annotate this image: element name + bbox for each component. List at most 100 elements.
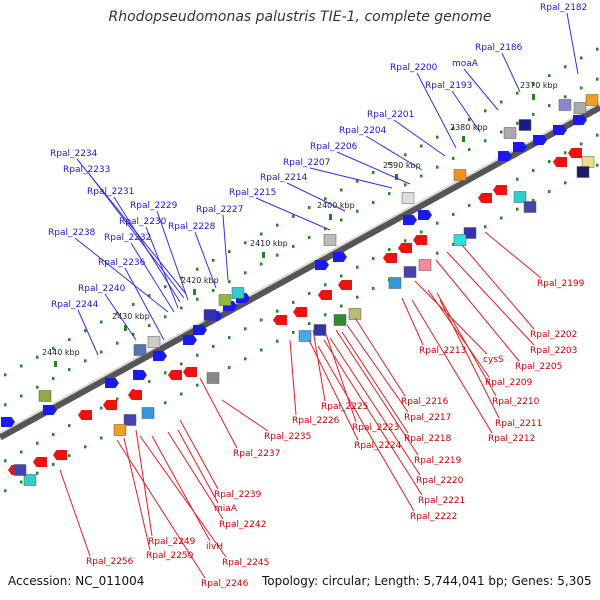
forward-gene-arrow [1, 417, 15, 427]
reverse-leader [179, 419, 219, 490]
track-dot [260, 348, 263, 352]
reverse-gene-label: Rpal_2235 [264, 432, 311, 442]
track-dot [436, 221, 439, 225]
gene-block [523, 201, 537, 213]
forward-gene-arrow [333, 252, 347, 262]
track-dot [116, 397, 119, 401]
reverse-gene-label: Rpal_2242 [219, 520, 266, 530]
reverse-leader [139, 435, 227, 558]
track-dot [148, 380, 151, 384]
gene-block [333, 314, 347, 326]
track-dot [20, 480, 23, 484]
reverse-gene-label: Rpal_2202 [530, 330, 577, 340]
track-dot [132, 302, 135, 306]
track-dot [564, 65, 567, 69]
forward-leader [104, 293, 137, 341]
track-dot [260, 232, 263, 236]
track-dot [276, 223, 279, 227]
forward-leader [74, 237, 169, 313]
reverse-gene-label: Rpal_2256 [86, 557, 134, 567]
forward-gene-label: Rpal_2231 [87, 187, 134, 197]
track-dot [116, 341, 119, 345]
reverse-gene-label: Rpal_2245 [222, 558, 269, 568]
gene-block [576, 166, 590, 178]
track-dot [100, 320, 103, 324]
forward-leader [89, 174, 185, 299]
track-dot [388, 248, 391, 252]
forward-gene-arrow [133, 370, 147, 380]
track-dot [324, 197, 327, 201]
kbp-tick-mark [124, 325, 127, 331]
track-dot [532, 198, 535, 202]
track-dot [308, 322, 311, 326]
gene-block [573, 102, 587, 114]
track-dot [164, 401, 167, 405]
gene-block [585, 94, 599, 106]
track-dot [564, 95, 567, 99]
gene-block [401, 192, 415, 204]
track-dot [212, 344, 215, 348]
forward-leader [194, 231, 217, 289]
track-dot [292, 244, 295, 248]
reverse-gene-arrow [128, 390, 142, 400]
gene-block [123, 414, 137, 426]
track-dot [244, 241, 247, 245]
track-dot [596, 163, 599, 167]
track-dot [308, 206, 311, 210]
reverse-gene-label: Rpal_2212 [488, 434, 535, 444]
track-dot [596, 77, 599, 81]
reverse-gene-label: Rpal_2217 [404, 413, 451, 423]
reverse-leader [317, 345, 415, 512]
reverse-gene-label: Rpal_2199 [537, 279, 585, 289]
track-dot [420, 174, 423, 178]
reverse-gene-arrow [338, 280, 352, 290]
reverse-gene-label: Rpal_2216 [401, 397, 449, 407]
track-dot [292, 300, 295, 304]
forward-gene-arrow [533, 135, 547, 145]
track-dot [244, 271, 247, 275]
forward-gene-label: Rpal_2215 [229, 188, 276, 198]
forward-leader [130, 242, 175, 313]
reverse-leader [151, 435, 211, 542]
gene-block [23, 474, 37, 486]
track-dot [276, 339, 279, 343]
reverse-gene-label: Rpal_2221 [418, 496, 465, 506]
reverse-leader [167, 431, 224, 520]
track-dot [84, 359, 87, 363]
track-dot [372, 200, 375, 204]
track-dot [548, 74, 551, 78]
gene-block [558, 99, 572, 111]
forward-gene-arrow [43, 405, 57, 415]
kbp-tick-mark [193, 289, 196, 295]
track-dot [228, 250, 231, 254]
forward-gene-label: Rpal_2236 [98, 258, 146, 268]
reverse-gene-label: Rpal_2218 [404, 434, 452, 444]
track-dot [52, 462, 55, 466]
track-dot [308, 292, 311, 296]
reverse-gene-label: Rpal_2237 [233, 449, 280, 459]
track-dot [132, 332, 135, 336]
track-dot [516, 121, 519, 125]
track-dot [244, 357, 247, 361]
forward-gene-label: Rpal_2201 [367, 110, 414, 120]
track-dot [276, 253, 279, 257]
forward-gene-label: Rpal_2238 [48, 228, 96, 238]
track-dot [340, 274, 343, 278]
reverse-leader [329, 337, 421, 476]
forward-gene-arrow [573, 115, 587, 125]
reverse-leader [312, 329, 326, 402]
track-dot [52, 376, 55, 380]
track-dot [228, 366, 231, 370]
gene-block [403, 266, 417, 278]
track-dot [388, 192, 391, 196]
reverse-gene-label: Rpal_2246 [201, 579, 249, 589]
track-dot [580, 86, 583, 90]
reverse-leader [341, 331, 409, 434]
forward-gene-label: Rpal_2232 [104, 233, 151, 243]
reverse-leader [123, 437, 151, 551]
backbone-shadow [0, 103, 600, 441]
track-dot [292, 214, 295, 218]
kbp-tick-label: 2430 kbp [112, 312, 150, 321]
track-dot [164, 315, 167, 319]
topology-text: Topology: circular; Length: 5,744,041 bp… [262, 574, 592, 588]
